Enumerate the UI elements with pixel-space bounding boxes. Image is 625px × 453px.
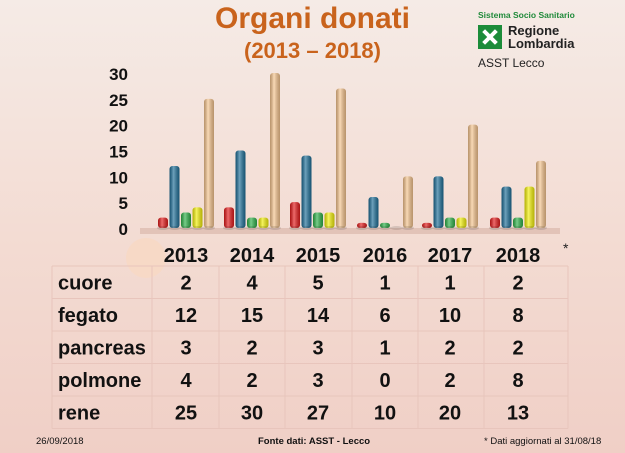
bar-cuore-2014 xyxy=(223,207,235,230)
table-row-label: rene xyxy=(58,402,100,424)
bar-cuore-2017 xyxy=(421,222,433,230)
table-cell: 1 xyxy=(379,337,390,359)
bar-fegato-2017 xyxy=(432,176,445,230)
y-tick-label: 10 xyxy=(109,168,128,187)
regione-lombardia-icon xyxy=(478,25,502,49)
x-tick-label: 2016 xyxy=(363,245,408,267)
bar-pancreas-2016 xyxy=(379,222,391,230)
table-cell: 0 xyxy=(379,370,390,392)
bar-polmone-2018 xyxy=(523,186,536,230)
bar-fegato-2015 xyxy=(300,155,313,230)
table-cell: 30 xyxy=(241,402,263,424)
x-tick-label: 2017 xyxy=(428,245,473,267)
logo-unit-text: ASST Lecco xyxy=(478,56,545,70)
x-tick-label: 2018 xyxy=(496,245,541,267)
bar-polmone-2015 xyxy=(323,212,336,230)
bar-fegato-2016 xyxy=(367,197,380,230)
bar-cuore-2013 xyxy=(157,217,169,230)
bar-rene-2016 xyxy=(402,176,414,230)
bar-polmone-2014 xyxy=(257,217,270,230)
logo-region-line1: Regione xyxy=(508,23,560,38)
bar-fegato-2018 xyxy=(500,186,513,230)
bar-pancreas-2014 xyxy=(246,217,258,230)
footer-note: * Dati aggiornati al 31/08/18 xyxy=(484,436,602,447)
table-cell: 3 xyxy=(180,337,191,359)
table-cell: 15 xyxy=(241,305,263,327)
bar-rene-2017 xyxy=(467,124,479,230)
bar-rene-2015 xyxy=(335,88,347,230)
y-tick-label: 5 xyxy=(119,194,128,213)
bar-cuore-2015 xyxy=(289,202,301,230)
table-cell: 27 xyxy=(307,402,329,424)
table-cell: 20 xyxy=(439,402,461,424)
table-cell: 2 xyxy=(512,337,523,359)
bar-fegato-2014 xyxy=(234,150,247,230)
bar-pancreas-2013 xyxy=(180,212,192,230)
table-cell: 4 xyxy=(246,272,258,294)
table-cell: 3 xyxy=(312,337,323,359)
table-cell: 2 xyxy=(246,337,257,359)
footer-date: 26/09/2018 xyxy=(36,436,84,447)
table-cell: 2 xyxy=(512,272,523,294)
bar-rene-2018 xyxy=(535,160,547,230)
bar-pancreas-2015 xyxy=(312,212,324,230)
y-tick-label: 25 xyxy=(109,91,128,110)
table-cell: 10 xyxy=(374,402,396,424)
decorative-blob xyxy=(126,238,166,278)
x-tick-label: 2015 xyxy=(296,245,341,267)
table-cell: 8 xyxy=(512,370,523,392)
bar-cuore-2016 xyxy=(356,222,368,230)
bar-rene-2013 xyxy=(203,98,215,230)
table-cell: 14 xyxy=(307,305,330,327)
x-tick-label: 2013 xyxy=(164,245,209,267)
bar-pancreas-2017 xyxy=(444,217,456,230)
bar-fegato-2013 xyxy=(168,166,181,230)
y-tick-label: 0 xyxy=(119,220,128,239)
table-row-label: pancreas xyxy=(58,337,146,359)
table-cell: 4 xyxy=(180,370,192,392)
y-tick-label: 20 xyxy=(109,117,128,136)
table-cell: 2 xyxy=(246,370,257,392)
bar-polmone-2016 xyxy=(390,226,403,230)
y-tick-label: 30 xyxy=(109,65,128,84)
table-cell: 2 xyxy=(444,337,455,359)
x-tick-label: 2014 xyxy=(230,245,275,267)
y-tick-label: 15 xyxy=(109,143,128,162)
logo-region-line2: Lombardia xyxy=(508,36,575,51)
table-cell: 8 xyxy=(512,305,523,327)
table-cell: 5 xyxy=(312,272,323,294)
bar-polmone-2013 xyxy=(191,207,204,230)
asterisk-mark: * xyxy=(563,240,569,256)
chart-subtitle: (2013 – 2018) xyxy=(244,38,381,63)
bar-rene-2014 xyxy=(269,73,281,230)
logo-system-text: Sistema Socio Sanitario xyxy=(478,10,575,20)
bar-pancreas-2018 xyxy=(512,217,524,230)
table-row-label: polmone xyxy=(58,370,141,392)
table-cell: 12 xyxy=(175,305,197,327)
regione-lombardia-logo: Sistema Socio Sanitario Regione Lombardi… xyxy=(478,10,618,70)
bar-polmone-2017 xyxy=(455,217,468,230)
table-cell: 2 xyxy=(180,272,191,294)
table-cell: 13 xyxy=(507,402,529,424)
table-cell: 1 xyxy=(444,272,455,294)
footer-source: Fonte dati: ASST - Lecco xyxy=(258,436,371,447)
table-row-label: cuore xyxy=(58,272,112,294)
table-cell: 3 xyxy=(312,370,323,392)
chart-title: Organi donati xyxy=(215,2,410,35)
chart-floor xyxy=(140,228,560,234)
table-row-label: fegato xyxy=(58,305,118,327)
table-cell: 2 xyxy=(444,370,455,392)
table-cell: 1 xyxy=(379,272,390,294)
table-cell: 6 xyxy=(379,305,390,327)
bar-cuore-2018 xyxy=(489,217,501,230)
table-cell: 25 xyxy=(175,402,197,424)
table-cell: 10 xyxy=(439,305,461,327)
